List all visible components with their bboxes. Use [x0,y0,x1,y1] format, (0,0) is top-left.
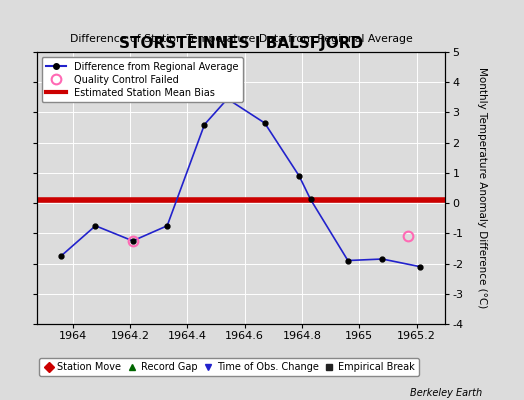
Legend: Station Move, Record Gap, Time of Obs. Change, Empirical Break: Station Move, Record Gap, Time of Obs. C… [39,358,419,376]
Title: STORSTEINNES I BALSFJORD: STORSTEINNES I BALSFJORD [119,36,363,51]
Y-axis label: Monthly Temperature Anomaly Difference (°C): Monthly Temperature Anomaly Difference (… [477,67,487,309]
Text: Berkeley Earth: Berkeley Earth [410,388,482,398]
Text: Difference of Station Temperature Data from Regional Average: Difference of Station Temperature Data f… [70,34,412,44]
